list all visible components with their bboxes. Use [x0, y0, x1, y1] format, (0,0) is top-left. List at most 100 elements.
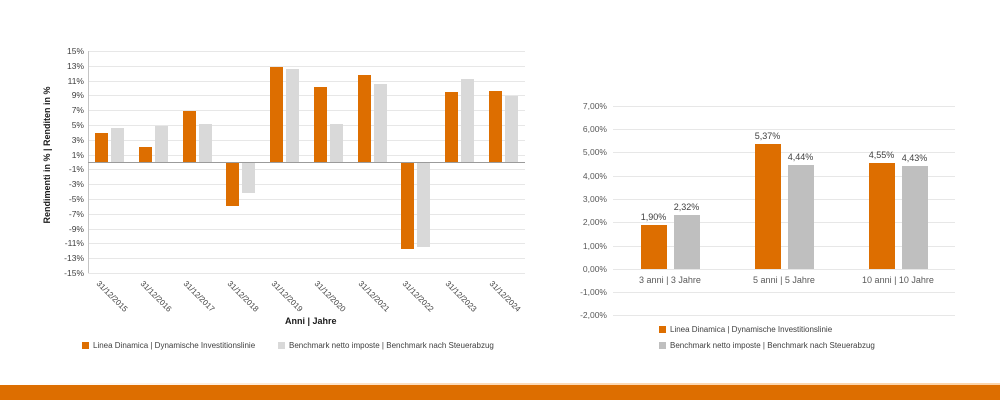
- data-label: 4,44%: [787, 152, 814, 163]
- x-tick-label: 31/12/2018: [225, 279, 261, 314]
- gridline: [613, 152, 955, 154]
- y-tick-label: 3%: [71, 134, 84, 145]
- gridline: [88, 199, 525, 200]
- y-tick-label: 2,00%: [582, 217, 607, 228]
- category-label: 10 anni | 10 Jahre: [862, 274, 934, 285]
- y-tick-label: 11%: [67, 75, 84, 86]
- right-plot-area: 7,00% 6,00% 5,00% 4,00% 3,00% 2,00% 1,00% 0,00%…: [555, 95, 965, 365]
- legend-item-linea-dinamica: Linea Dinamica | Dynamische Investitions…: [82, 341, 255, 350]
- y-tick-label: 6,00%: [582, 124, 607, 134]
- gridline: [88, 273, 525, 274]
- left-plot-area: 15% 13% 11% 9% 7% 5% 3% 1% -1% -3% -5% -7% -9% -11% -1…: [40, 40, 545, 365]
- gridline: [88, 65, 525, 67]
- legend-item-benchmark: Benchmark netto imposte | Benchmark nach…: [278, 341, 494, 350]
- x-tick-label: 31/12/2017: [181, 279, 217, 314]
- y-tick-label: -9%: [68, 223, 84, 234]
- bar-benchmark: [417, 163, 431, 247]
- gridline: [613, 129, 955, 130]
- gridline: [613, 198, 955, 200]
- y-tick-label: 5,00%: [582, 147, 607, 158]
- y-tick-label: 7%: [71, 105, 84, 116]
- bar-benchmark: [286, 68, 300, 162]
- bar-benchmark: [504, 96, 518, 162]
- gridline: [613, 222, 955, 224]
- bar-benchmark: [460, 79, 474, 162]
- bar-linea-dinamica: [182, 110, 196, 162]
- data-label: 2,32%: [673, 201, 700, 212]
- y-tick-label: 13%: [66, 60, 84, 71]
- y-tick-label: -1,00%: [580, 287, 607, 298]
- y-tick-label: 7,00%: [582, 100, 607, 111]
- gridline: [88, 139, 525, 141]
- bar-benchmark: [673, 214, 700, 269]
- gridline: [613, 175, 955, 177]
- benchmark-swatch-icon: [659, 342, 666, 349]
- gridline: [613, 268, 955, 270]
- x-tick-label: 31/12/2022: [400, 279, 436, 314]
- bar-linea-dinamica: [488, 90, 502, 162]
- y-tick-label: -11%: [64, 238, 84, 249]
- zero-axis-line: [88, 162, 525, 163]
- period-returns-chart: 7,00% 6,00% 5,00% 4,00% 3,00% 2,00% 1,00% 0,00%…: [555, 95, 965, 365]
- legend-label: Benchmark netto imposte | Benchmark nach…: [670, 341, 875, 350]
- benchmark-swatch-icon: [278, 342, 285, 349]
- bar-benchmark: [242, 163, 256, 194]
- bar-benchmark: [155, 126, 169, 162]
- footer-accent-highlight: [0, 383, 1000, 386]
- y-tick-label: -2,00%: [580, 310, 607, 321]
- legend-item-linea-dinamica: Linea Dinamica | Dynamische Investitions…: [659, 325, 832, 334]
- x-tick-label: 31/12/2021: [356, 279, 392, 314]
- bar-benchmark: [111, 127, 125, 162]
- bar-linea-dinamica: [357, 74, 371, 162]
- bar-linea-dinamica: [139, 147, 153, 162]
- legend-label: Linea Dinamica | Dynamische Investitions…: [670, 325, 833, 334]
- gridline: [613, 315, 955, 317]
- y-tick-label: 5%: [71, 120, 84, 130]
- bar-linea-dinamica: [868, 162, 895, 269]
- annual-returns-chart: Rendimenti in % | Renditen in % 15% 13% 11…: [40, 40, 545, 365]
- gridline: [613, 245, 955, 247]
- legend-label: Linea Dinamica | Dynamische Investitions…: [93, 341, 256, 350]
- gridline: [88, 213, 525, 215]
- category-label: 3 anni | 3 Jahre: [639, 274, 701, 285]
- y-tick-label: 4,00%: [582, 170, 607, 181]
- footer-accent-bar: [0, 385, 1000, 400]
- gridline: [88, 228, 525, 230]
- linea-dinamica-swatch-icon: [82, 342, 89, 349]
- gridline: [613, 105, 955, 107]
- x-tick-label: 31/12/2016: [138, 279, 173, 314]
- bar-benchmark: [787, 165, 814, 269]
- bar-linea-dinamica: [444, 91, 458, 162]
- y-tick-label: -15%: [64, 268, 84, 278]
- gridline: [88, 243, 525, 245]
- gridline: [88, 95, 525, 97]
- bar-benchmark: [329, 124, 343, 162]
- gridline: [88, 51, 525, 52]
- y-tick-label: -1%: [68, 164, 84, 175]
- bar-linea-dinamica: [754, 143, 781, 269]
- y-tick-label: -13%: [64, 253, 84, 264]
- y-tick-label: 1,00%: [582, 240, 607, 251]
- y-tick-label: 3,00%: [582, 193, 607, 204]
- y-tick-label: 1%: [71, 149, 84, 160]
- x-tick-label: 31/12/2023: [444, 279, 479, 314]
- data-label: 4,55%: [868, 149, 895, 160]
- gridline: [88, 110, 525, 112]
- gridline: [88, 80, 525, 82]
- x-tick-label: 31/12/2019: [269, 279, 304, 314]
- bar-benchmark: [373, 83, 387, 162]
- legend-label: Benchmark netto imposte | Benchmark nach…: [289, 341, 494, 350]
- bar-linea-dinamica: [313, 87, 327, 162]
- y-tick-label: -5%: [68, 194, 84, 204]
- gridline: [88, 258, 525, 260]
- data-label: 1,90%: [640, 211, 667, 222]
- gridline: [88, 125, 525, 126]
- legend-item-benchmark: Benchmark netto imposte | Benchmark nach…: [659, 341, 875, 350]
- gridline: [88, 184, 525, 186]
- x-tick-label: 31/12/2015: [94, 279, 130, 314]
- bar-linea-dinamica: [640, 224, 667, 269]
- bar-benchmark: [901, 165, 928, 269]
- bar-linea-dinamica: [95, 133, 109, 162]
- gridline: [613, 292, 955, 294]
